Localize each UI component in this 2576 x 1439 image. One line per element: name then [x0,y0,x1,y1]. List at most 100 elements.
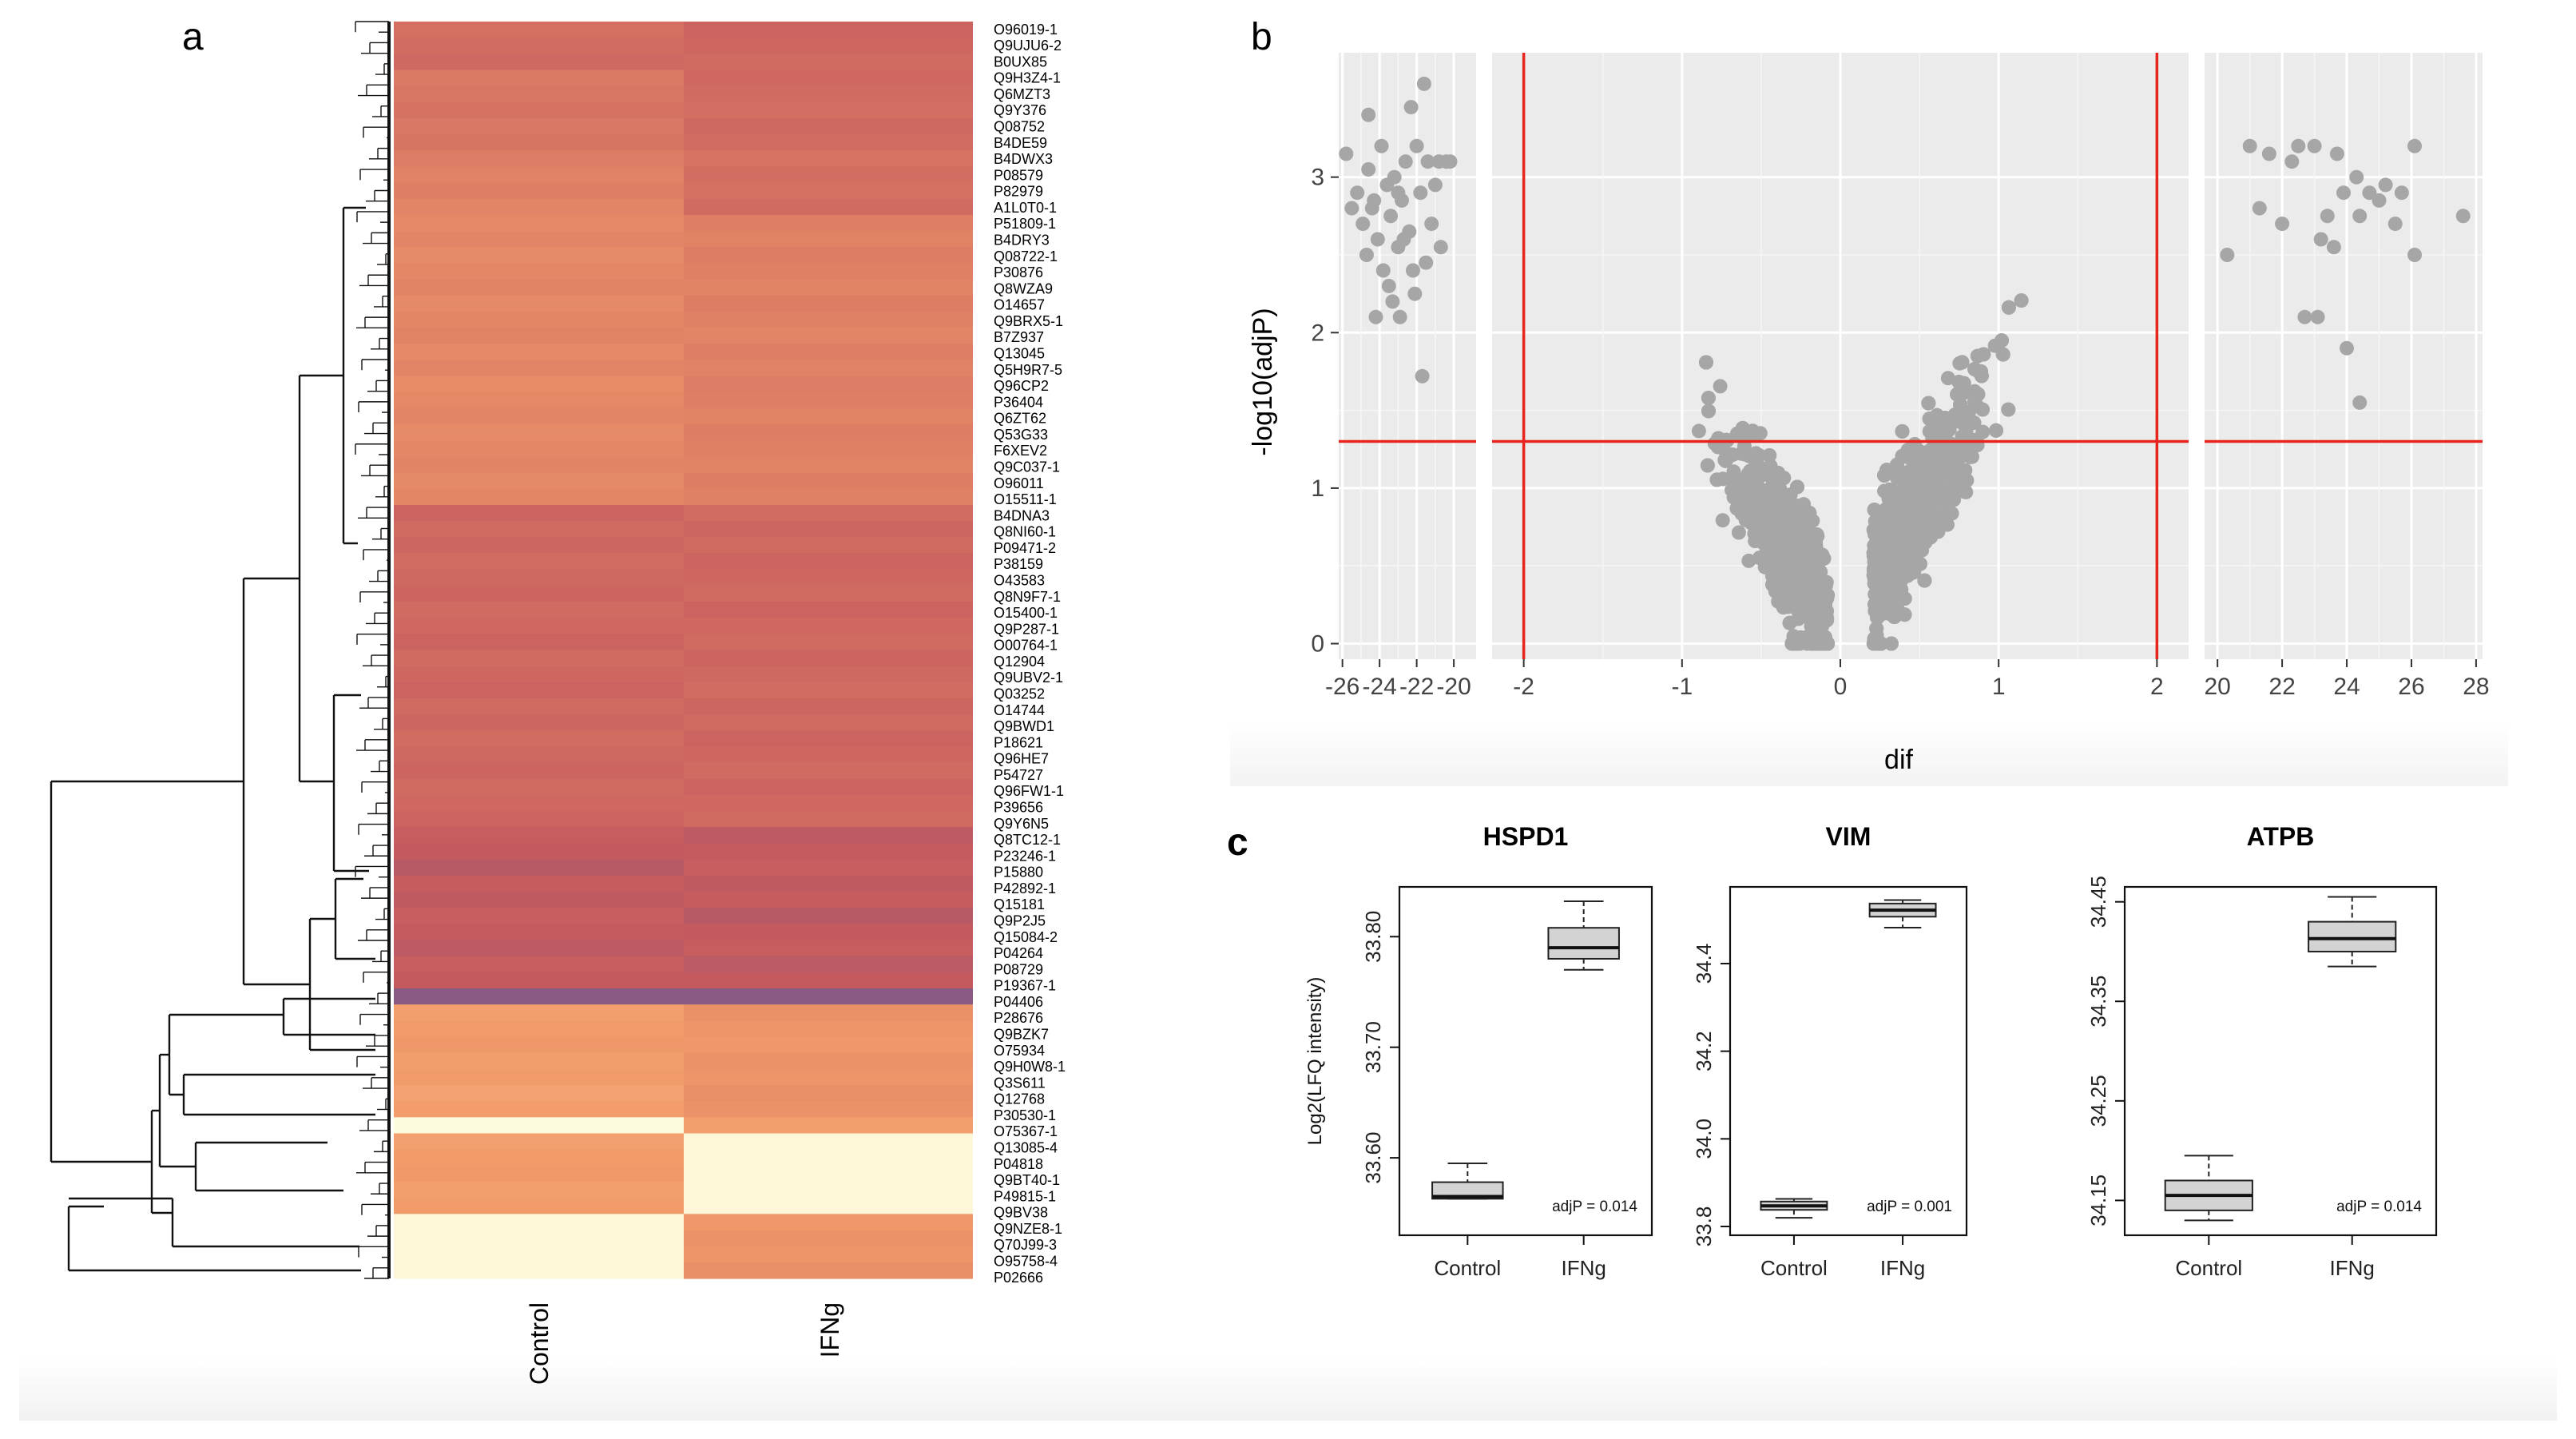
heatmap-row-label: P18621 [994,734,1043,750]
heatmap-row-label: Q53G33 [994,427,1048,443]
heatmap-cell-control [394,1117,684,1135]
volcano-point [1701,403,1716,419]
volcano-point [1715,513,1730,528]
heatmap-cell-control [394,1182,684,1199]
heatmap-cell-ifng [684,1068,973,1086]
volcano-point [1424,217,1439,232]
volcano-point [1742,496,1757,511]
heatmap-cell-control [394,198,684,216]
volcano-point [1928,514,1943,529]
heatmap-row-label: Q96FW1-1 [994,783,1064,799]
boxplot-annotation: adjP = 0.014 [1552,1199,1637,1215]
volcano-point [2329,146,2344,161]
volcano-point [1762,448,1777,463]
volcano-point [1776,471,1792,486]
heatmap-row-label: A1L0T0-1 [994,200,1057,216]
heatmap-row-labels: O96019-1Q9UJU6-2B0UX85Q9H3Z4-1Q6MZT3Q9Y3… [994,22,1066,1286]
heatmap-cell-control [394,1036,684,1054]
volcano-point [1420,154,1435,169]
heatmap-cell-control [394,456,684,474]
volcano-point [1820,636,1836,651]
boxplot-x-label: IFNg [1562,1256,1606,1280]
heatmap-cell-control [394,618,684,634]
heatmap-cell-control [394,956,684,973]
volcano-point [1383,209,1399,224]
heatmap-cell-ifng [684,585,973,602]
volcano-point [1741,553,1756,568]
volcano-point [1899,535,1914,550]
volcano-x-tick-label: -2 [1513,674,1534,700]
heatmap-row-label: Q8N9F7-1 [994,589,1061,605]
volcano-point [1355,217,1371,232]
heatmap-cell-control [394,134,684,151]
heatmap-cell-control [394,843,684,861]
heatmap-column-label: Control [525,1302,554,1385]
volcano-point [1885,488,1900,503]
heatmap-row-label: O96019-1 [994,22,1058,38]
volcano-point [1736,483,1751,499]
heatmap-row-label: Q9H0W8-1 [994,1059,1066,1075]
heatmap-cell-ifng [684,376,973,393]
heatmap-cell-control [394,360,684,377]
heatmap-row-label: O15400-1 [994,605,1058,621]
boxplot-title: VIM [1826,822,1871,851]
heatmap-cell-ifng [684,101,973,119]
heatmap-cell-ifng [684,811,973,828]
heatmap-cell-ifng [684,682,973,699]
boxplot-frame [1398,885,1653,1237]
heatmap-cell-control [394,344,684,361]
heatmap-cell-control [394,569,684,586]
heatmap-row-label: P51809-1 [994,216,1056,232]
heatmap-cell-control [394,892,684,908]
heatmap-row-label: P02666 [994,1270,1043,1286]
heatmap-cell-ifng [684,392,973,409]
heatmap-cell-ifng [684,1133,973,1151]
heatmap-cell-ifng [684,54,973,71]
heatmap-cell-control [394,328,684,344]
heatmap-cell-ifng [684,38,973,54]
heatmap-row-label: Q12768 [994,1091,1045,1107]
volcano-x-tick-label: 1 [1992,674,2006,700]
heatmap-cell-ifng [684,279,973,296]
heatmap-cell-control [394,1165,684,1183]
heatmap-cell-control [394,1230,684,1247]
volcano-point [2310,309,2325,324]
heatmap-cell-control [394,166,684,184]
volcano-point [1951,375,1967,389]
heatmap-row-label: Q8NI60-1 [994,524,1056,540]
heatmap-row-label: F6XEV2 [994,443,1047,459]
volcano-point [1413,185,1428,201]
heatmap-cell-ifng [684,537,973,555]
heatmap-cell-control [394,650,684,667]
heatmap-row-label: P04818 [994,1156,1043,1172]
volcano-point [2001,402,2016,417]
volcano-point [2307,138,2322,153]
volcano-point [1918,512,1933,527]
volcano-point [1876,538,1891,553]
volcano-point [1790,479,1804,495]
boxplot-x-label: IFNg [1880,1256,1925,1280]
volcano-point [1879,566,1894,582]
volcano-point [1955,483,1970,499]
volcano-point [1971,387,1986,402]
heatmap-row-label: O00764-1 [994,638,1058,654]
heatmap-cell-control [394,859,684,877]
heatmap-row-label: O14744 [994,702,1045,718]
heatmap-cell-control [394,908,684,924]
heatmap-cell-control [394,924,684,941]
volcano-point [1763,459,1778,474]
heatmap-cell-ifng [684,1101,973,1118]
volcano-point [1895,562,1911,577]
heatmap-cell-ifng [684,843,973,861]
volcano-point [1760,499,1776,515]
volcano-point [1896,495,1911,510]
volcano-point [1387,169,1402,185]
volcano-point [1910,530,1925,545]
volcano-point [1392,309,1407,324]
volcano-point [1691,423,1706,439]
volcano-point [1970,348,1985,364]
volcano-point [1776,539,1791,555]
volcano-point [1415,368,1430,384]
heatmap-row-label: P38159 [994,556,1043,572]
